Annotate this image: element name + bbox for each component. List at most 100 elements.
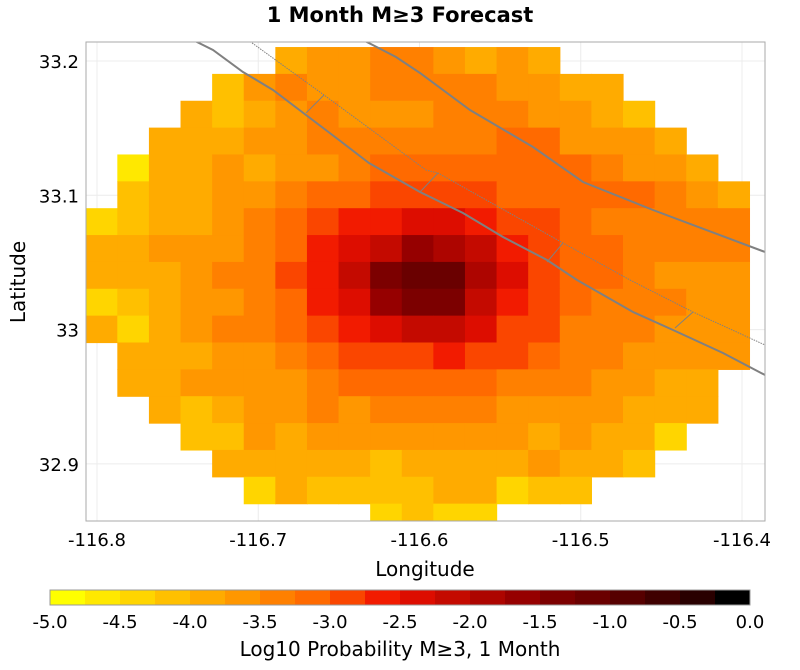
heatmap-cell	[559, 288, 592, 317]
heatmap-cell	[401, 235, 434, 263]
heatmap-cell	[433, 100, 466, 129]
heatmap-cell	[654, 342, 687, 370]
heatmap-cell	[528, 369, 561, 397]
colorbar-swatch	[645, 590, 681, 605]
heatmap-cell	[306, 342, 340, 370]
heatmap-cell	[275, 261, 308, 290]
heatmap-cell	[212, 181, 245, 209]
heatmap-cell	[243, 342, 276, 370]
heatmap-cell	[338, 154, 371, 182]
heatmap-cell	[528, 315, 561, 344]
heatmap-cell	[148, 127, 182, 156]
heatmap-cell	[717, 208, 751, 236]
colorbar-tick-label: 0.0	[736, 612, 765, 633]
heatmap-cell	[275, 100, 308, 129]
heatmap-cell	[464, 369, 498, 397]
heatmap-cell	[559, 476, 592, 505]
x-tick-label: -116.4	[713, 530, 771, 551]
heatmap-cell	[622, 100, 656, 129]
colorbar-swatch	[295, 590, 331, 605]
heatmap-cell	[433, 476, 466, 505]
heatmap-cell	[717, 315, 751, 344]
heatmap-cell	[528, 423, 561, 451]
heatmap-cell	[306, 449, 340, 478]
heatmap-cell	[401, 503, 434, 521]
heatmap-cell	[401, 208, 434, 236]
heatmap-cell	[180, 261, 213, 290]
x-axis-ticks: -116.8 -116.7 -116.6 -116.5 -116.4	[68, 530, 771, 551]
heatmap-cell	[148, 288, 182, 317]
heatmap-cell	[464, 449, 498, 478]
heatmap-cell	[306, 154, 340, 182]
heatmap-cell	[401, 342, 434, 370]
heatmap-cell	[338, 127, 371, 156]
heatmap-cell	[496, 261, 529, 290]
fault-connector	[305, 94, 325, 114]
heatmap-cell	[496, 208, 529, 236]
heatmap-cell	[212, 369, 245, 397]
heatmap-cell	[180, 181, 213, 209]
heatmap-cell	[401, 315, 434, 344]
heatmap-cell	[275, 315, 308, 344]
heatmap-cell	[464, 127, 498, 156]
heatmap-cell	[464, 476, 498, 505]
heatmap-cell	[212, 261, 245, 290]
heatmap-cell	[275, 127, 308, 156]
heatmap-cell	[117, 235, 150, 263]
y-tick-label: 33.1	[39, 186, 79, 207]
heatmap-cell	[559, 127, 592, 156]
heatmap-cell	[686, 154, 719, 182]
heatmap-cell	[591, 235, 624, 263]
heatmap-cell	[370, 396, 403, 424]
heatmap-cell	[275, 154, 308, 182]
heatmap-cell	[243, 208, 276, 236]
heatmap-cell	[433, 235, 466, 263]
fault-trace-b	[364, 42, 765, 253]
heatmap-cell	[117, 369, 150, 397]
y-tick-label: 32.9	[39, 455, 79, 476]
heatmap-cell	[212, 100, 245, 129]
heatmap-cell	[654, 369, 687, 397]
fault-connector	[546, 242, 564, 263]
heatmap-cell	[654, 423, 687, 451]
heatmap-cell	[591, 342, 624, 370]
x-tick-label: -116.8	[68, 530, 126, 551]
heatmap-cell	[401, 369, 434, 397]
heatmap-cell	[464, 315, 498, 344]
heatmap-cell	[528, 181, 561, 209]
heatmap-cell	[306, 288, 340, 317]
heatmap-cell	[370, 73, 403, 102]
heatmap-cell	[622, 235, 656, 263]
heatmap-cell	[148, 261, 182, 290]
heatmap-cell	[464, 423, 498, 451]
heatmap-cell	[117, 288, 150, 317]
heatmap-cell	[370, 261, 403, 290]
colorbar-swatch	[260, 590, 296, 605]
heatmap-cell	[528, 73, 561, 102]
heatmap-cell	[338, 342, 371, 370]
colorbar-swatch	[540, 590, 576, 605]
fault-connector	[674, 311, 694, 329]
colorbar-swatch	[120, 590, 156, 605]
heatmap-cell	[622, 342, 656, 370]
colorbar-swatch	[85, 590, 121, 605]
heatmap-cell	[306, 476, 340, 505]
heatmap-cell	[275, 342, 308, 370]
heatmap-cell	[338, 369, 371, 397]
heatmap-cell	[433, 154, 466, 182]
colorbar-swatch	[505, 590, 541, 605]
heatmap-cell	[717, 342, 751, 370]
x-tick-label: -116.7	[229, 530, 287, 551]
heatmap-cell	[275, 449, 308, 478]
heatmap-cell	[275, 396, 308, 424]
heatmap-cell	[306, 100, 340, 129]
heatmap-cell	[338, 476, 371, 505]
heatmap-cell	[148, 342, 182, 370]
heatmap-cell	[654, 154, 687, 182]
heatmap-cell	[433, 288, 466, 317]
heatmap-cell	[559, 449, 592, 478]
heatmap-cell	[686, 235, 719, 263]
heatmap-cell	[528, 208, 561, 236]
colorbar-swatch	[190, 590, 226, 605]
